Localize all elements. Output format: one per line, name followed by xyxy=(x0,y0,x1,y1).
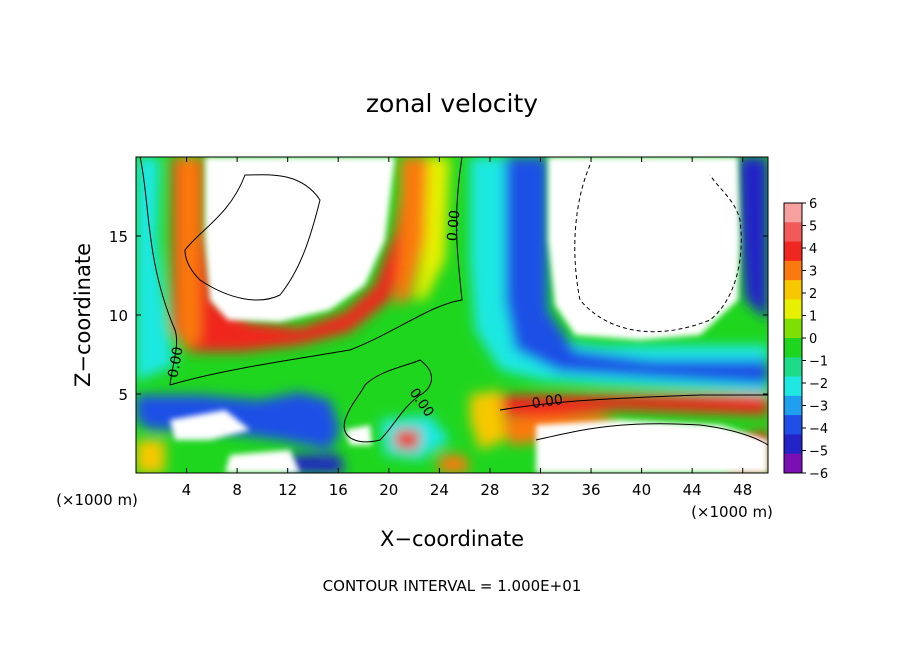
colorbar-swatch xyxy=(784,222,802,243)
x-tick-label: 28 xyxy=(480,481,499,499)
colorbar-swatch xyxy=(784,357,802,378)
y-tick-label: 15 xyxy=(109,228,128,246)
x-tick-label: 8 xyxy=(232,481,242,499)
x-tick-label: 4 xyxy=(182,481,192,499)
colorbar-swatch xyxy=(784,299,802,320)
colorbar-label: 1 xyxy=(809,310,817,325)
contour-interval-note: CONTOUR INTERVAL = 1.000E+01 xyxy=(323,577,582,595)
contour-line-zero-right xyxy=(499,394,768,411)
y-tick-label: 10 xyxy=(109,307,128,325)
colorbar-swatch xyxy=(784,280,802,300)
contour-line-lower-right xyxy=(535,423,768,446)
colorbar-label: 3 xyxy=(809,265,817,280)
contour-label: 0.00 xyxy=(445,209,464,241)
colorbar: 6 5 4 3 2 1 0 −1 −2 −3 −4 −5 −6 xyxy=(783,197,828,482)
colorbar-swatch xyxy=(784,338,802,358)
colorbar-label: 5 xyxy=(809,220,817,235)
x-axis: 4 8 12 16 20 24 28 32 36 40 44 48 xyxy=(182,157,752,499)
colorbar-label: −1 xyxy=(809,355,828,370)
contour-line-zero-center xyxy=(343,359,432,443)
colorbar-label: 6 xyxy=(809,197,817,212)
colorbar-swatch xyxy=(784,434,802,455)
contour-label: 0.00 xyxy=(165,346,186,379)
chart-title: zonal velocity xyxy=(366,89,538,118)
colorbar-label: −2 xyxy=(809,377,828,392)
colorbar-swatch xyxy=(784,203,802,223)
colorbar-label: −3 xyxy=(809,400,828,415)
x-tick-label: 20 xyxy=(379,481,398,499)
x-tick-label: 16 xyxy=(329,481,348,499)
colorbar-label: 2 xyxy=(809,287,817,302)
x-tick-label: 32 xyxy=(531,481,550,499)
x-tick-label: 12 xyxy=(278,481,297,499)
x-tick-label: 40 xyxy=(632,481,651,499)
colorbar-label: −4 xyxy=(809,422,828,437)
colorbar-label: −5 xyxy=(809,445,828,460)
contour-line-zero-left xyxy=(139,157,178,386)
colorbar-swatch xyxy=(784,395,802,416)
contour-line-zero-upper xyxy=(169,157,463,386)
y-axis: 5 10 15 xyxy=(109,228,768,404)
x-tick-label: 44 xyxy=(683,481,702,499)
colorbar-swatch xyxy=(784,453,802,474)
y-axis-title: Z−coordinate xyxy=(71,243,95,387)
x-tick-label: 24 xyxy=(430,481,449,499)
x-tick-label: 36 xyxy=(581,481,600,499)
contour-label: 0.00 xyxy=(531,392,564,412)
x-axis-title: X−coordinate xyxy=(380,527,524,551)
contour-lines xyxy=(139,157,768,446)
colorbar-swatch xyxy=(784,241,802,262)
colorbar-label: 0 xyxy=(809,332,817,347)
x-unit-label-right: (×1000 m) xyxy=(691,503,773,521)
heatmap-field xyxy=(136,157,768,473)
x-tick-label: 48 xyxy=(733,481,752,499)
colorbar-swatch xyxy=(784,376,802,397)
colorbar-swatch xyxy=(784,415,802,435)
y-tick-label: 5 xyxy=(118,386,128,404)
colorbar-label: −6 xyxy=(809,467,828,482)
x-unit-label-left: (×1000 m) xyxy=(56,491,138,509)
colorbar-label: 4 xyxy=(809,242,817,257)
colorbar-swatch xyxy=(784,260,802,281)
contour-line-dashed xyxy=(574,164,742,333)
colorbar-swatch xyxy=(784,318,802,339)
contour-line-upper-left xyxy=(184,174,321,301)
